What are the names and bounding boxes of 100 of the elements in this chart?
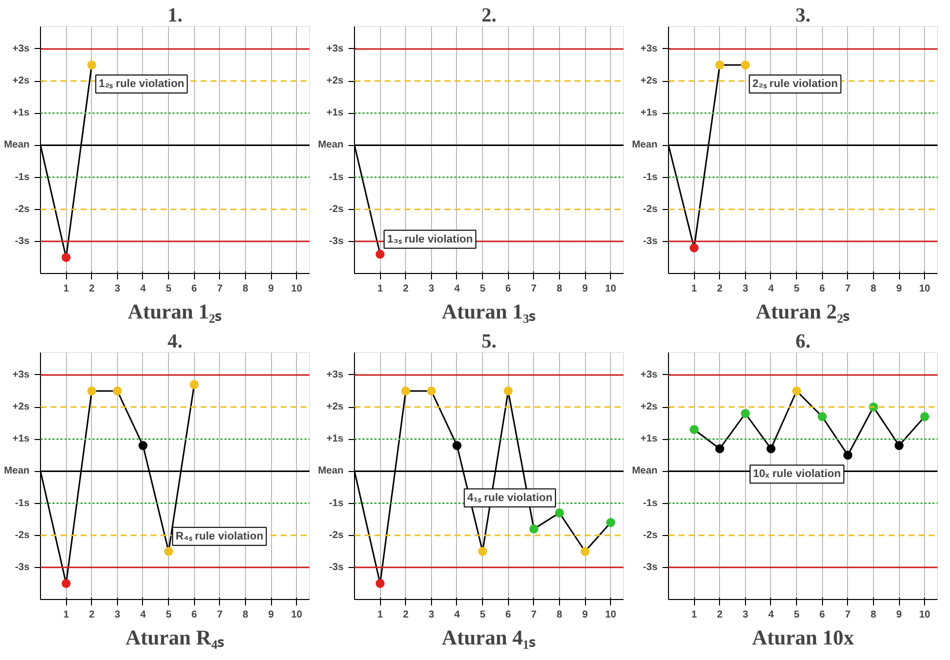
x-tick-label: 9	[268, 284, 274, 294]
x-tick-label: 4	[768, 610, 774, 620]
x-tick-label: 4	[454, 610, 460, 620]
y-tick-label: +1s	[326, 108, 344, 119]
x-tick-label: 10	[919, 610, 931, 620]
x-tick-label: 9	[582, 284, 588, 294]
y-tick-label: -3s	[15, 236, 30, 247]
x-tick-label: 4	[454, 284, 460, 294]
chart-title: 6.	[796, 330, 810, 352]
x-tick-label: 6	[191, 284, 198, 294]
y-tick-label: -1s	[329, 172, 344, 183]
x-tick-label: 10	[919, 284, 931, 294]
x-tick-label: 1	[377, 284, 384, 294]
x-tick-label: 3	[114, 610, 121, 620]
y-tick-label: +1s	[326, 434, 344, 445]
x-tick-label: 5	[480, 284, 486, 294]
y-tick-label: -1s	[15, 498, 30, 509]
x-tick-label: 3	[428, 610, 435, 620]
x-tick-label: 7	[217, 610, 224, 620]
x-tick-label: 8	[870, 284, 877, 294]
x-axis-title: Aturan 2₂ₛ	[756, 300, 850, 324]
x-tick-label: 6	[819, 610, 826, 620]
y-tick-label: -2s	[643, 530, 658, 541]
x-tick-label: 9	[896, 610, 902, 620]
x-axis-title: Aturan 1₃ₛ	[442, 300, 536, 324]
y-tick-label: -3s	[329, 236, 344, 247]
y-tick-label: -2s	[643, 204, 658, 215]
y-tick-label: +2s	[326, 76, 344, 87]
x-tick-label: 10	[605, 284, 617, 294]
y-tick-label: +3s	[326, 369, 344, 380]
x-tick-label: 6	[819, 284, 826, 294]
y-tick-label: -2s	[329, 530, 344, 541]
x-tick-label: 7	[531, 610, 538, 620]
x-tick-label: 2	[716, 610, 723, 620]
y-tick-label: -1s	[643, 172, 658, 183]
x-tick-label: 8	[242, 284, 249, 294]
x-tick-label: 6	[505, 284, 512, 294]
annotation: 4₁ₛ rule violation	[467, 492, 553, 504]
x-tick-label: 2	[402, 610, 409, 620]
x-tick-label: 3	[114, 284, 121, 294]
y-tick-label: +1s	[640, 108, 658, 119]
x-tick-label: 2	[716, 284, 723, 294]
x-tick-label: 7	[845, 610, 852, 620]
x-tick-label: 1	[691, 610, 698, 620]
y-tick-label: -2s	[15, 204, 30, 215]
x-tick-label: 10	[291, 610, 303, 620]
annotation: R₄ₛ rule violation	[176, 530, 264, 542]
x-tick-label: 10	[605, 610, 617, 620]
y-tick-label: +3s	[12, 369, 30, 380]
y-tick-label: +3s	[326, 43, 344, 54]
y-tick-label: +1s	[640, 434, 658, 445]
chart-title: 4.	[168, 330, 182, 352]
chart-title: 1.	[168, 4, 182, 26]
y-tick-label: +3s	[640, 43, 658, 54]
y-tick-label: Mean	[632, 140, 658, 151]
x-tick-label: 8	[556, 284, 563, 294]
x-axis-title: Aturan R₄ₛ	[125, 626, 225, 650]
x-tick-label: 1	[63, 610, 70, 620]
x-tick-label: 6	[505, 610, 512, 620]
x-tick-label: 3	[742, 610, 749, 620]
x-tick-label: 5	[794, 284, 800, 294]
y-tick-label: +2s	[12, 402, 30, 413]
x-axis-title: Aturan 1₂ₛ	[128, 300, 222, 324]
annotation: 1₂ₛ rule violation	[98, 78, 185, 90]
annotation: 10ₓ rule violation	[753, 468, 842, 480]
y-tick-label: +2s	[326, 402, 344, 413]
y-tick-label: +3s	[640, 369, 658, 380]
x-tick-label: 7	[845, 284, 852, 294]
x-tick-label: 3	[428, 284, 435, 294]
x-tick-label: 5	[794, 610, 800, 620]
x-tick-label: 8	[870, 610, 877, 620]
chart-title: 5.	[482, 330, 496, 352]
x-tick-label: 2	[402, 284, 409, 294]
y-tick-label: -2s	[329, 204, 344, 215]
x-tick-label: 9	[268, 610, 274, 620]
y-tick-label: -3s	[643, 236, 658, 247]
y-tick-label: -3s	[329, 562, 344, 573]
y-tick-label: Mean	[4, 140, 30, 151]
annotation: 2₂ₛ rule violation	[752, 78, 838, 90]
x-tick-label: 9	[582, 610, 588, 620]
x-tick-label: 3	[742, 284, 749, 294]
y-tick-label: -1s	[643, 498, 658, 509]
y-tick-label: -2s	[15, 530, 30, 541]
x-tick-label: 5	[166, 284, 172, 294]
x-tick-label: 1	[63, 284, 70, 294]
y-tick-label: -1s	[15, 172, 30, 183]
x-tick-label: 1	[377, 610, 384, 620]
x-axis-title: Aturan 10x	[752, 626, 855, 650]
y-tick-label: -3s	[643, 562, 658, 573]
x-tick-label: 5	[166, 610, 172, 620]
x-tick-label: 2	[88, 610, 95, 620]
chart-title: 3.	[796, 4, 810, 26]
chart-title: 2.	[482, 4, 496, 26]
y-tick-label: Mean	[4, 466, 30, 477]
annotation: 1₃ₛ rule violation	[387, 233, 474, 246]
x-tick-label: 10	[291, 284, 303, 294]
y-tick-label: +1s	[12, 108, 30, 119]
x-tick-label: 5	[480, 610, 486, 620]
y-tick-label: Mean	[632, 466, 658, 477]
x-tick-label: 4	[140, 284, 146, 294]
